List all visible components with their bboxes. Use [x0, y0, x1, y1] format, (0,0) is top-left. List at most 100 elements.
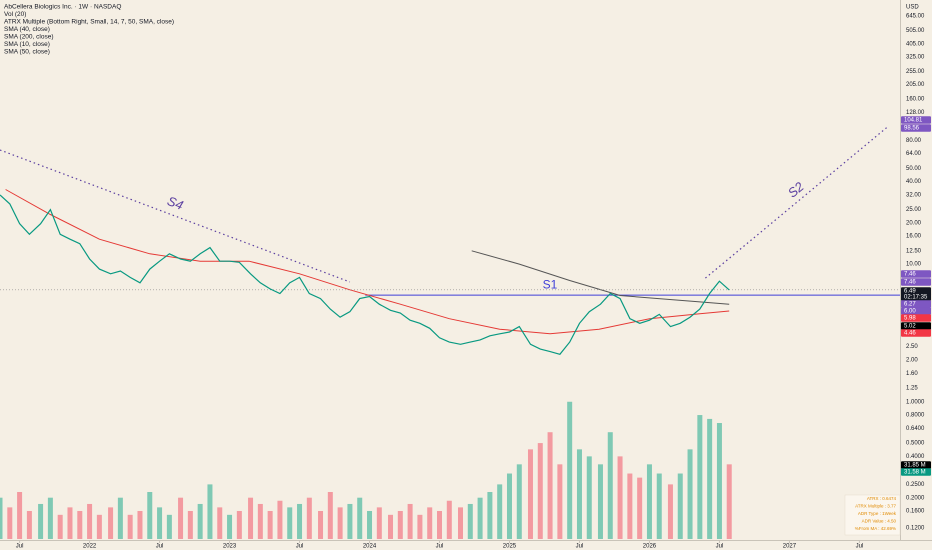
- legend-line: Vol (20): [4, 11, 26, 18]
- volume-bar: [67, 507, 73, 539]
- volume-bar: [257, 503, 263, 539]
- volume-bar: [376, 507, 382, 539]
- volume-bar: [327, 492, 333, 539]
- volume-tick-label: 0.4000: [906, 454, 925, 460]
- y-tick-label: 405.00: [906, 41, 925, 47]
- volume-bar: [516, 464, 522, 539]
- price-badge-label: 104.81: [904, 118, 923, 124]
- price-badge: [901, 300, 931, 308]
- y-tick-label: 32.00: [906, 192, 922, 198]
- volume-tick-label: 0.1600: [906, 509, 925, 515]
- legend-line: ATRX Multiple (Bottom Right, Small, 14, …: [4, 19, 174, 26]
- x-tick-label: Jul: [436, 544, 444, 550]
- volume-bar: [117, 497, 123, 539]
- trendline: [705, 126, 888, 279]
- info-row: ATRX : 0.6474: [867, 496, 897, 501]
- volume-tick-label: 0.2500: [906, 482, 925, 488]
- volume-bar: [656, 473, 662, 539]
- volume-bar: [697, 415, 703, 539]
- volume-bar: [617, 456, 623, 539]
- volume-bar: [367, 510, 373, 539]
- volume-bar: [318, 510, 324, 539]
- volume-bar: [646, 464, 652, 539]
- x-tick-label: 2027: [783, 544, 797, 550]
- volume-bar: [306, 497, 312, 539]
- volume-bar: [547, 432, 553, 539]
- volume-bar: [437, 510, 443, 539]
- volume-bar: [47, 497, 53, 539]
- price-badge-label: 02:17:35: [904, 295, 928, 301]
- x-tick-label: 2025: [503, 544, 517, 550]
- price-badge-label: 6.49: [904, 289, 916, 295]
- price-badge-label: 7.46: [904, 272, 916, 278]
- y-tick-label: 160.00: [906, 97, 925, 103]
- volume-bar: [38, 503, 44, 539]
- x-tick-label: Jul: [856, 544, 864, 550]
- y-tick-label: 10.00: [906, 262, 922, 268]
- volume-bar: [267, 510, 273, 539]
- y-tick-label: 325.00: [906, 54, 925, 60]
- trendline-label: S4: [165, 193, 185, 213]
- price-badge-label: 5.02: [904, 324, 916, 330]
- x-tick-label: Jul: [16, 544, 24, 550]
- y-tick-label: 505.00: [906, 28, 925, 34]
- volume-bar: [567, 401, 573, 539]
- y-tick-label: 25.00: [906, 207, 922, 213]
- volume-bar: [26, 510, 32, 539]
- price-badge: [901, 461, 931, 469]
- volume-tick-label: 0.6400: [906, 426, 925, 432]
- x-tick-label: 2022: [83, 544, 97, 550]
- volume-bar: [96, 514, 102, 539]
- price-badge: [901, 293, 931, 301]
- volume-bar: [227, 514, 233, 539]
- volume-bar: [127, 514, 133, 539]
- volume-bar: [586, 456, 592, 539]
- volume-bar: [197, 503, 203, 539]
- legend-line: SMA (10, close): [4, 41, 50, 48]
- x-tick-label: 2024: [363, 544, 377, 550]
- level-label: S1: [543, 277, 558, 291]
- y-tick-label: 128.00: [906, 110, 925, 116]
- volume-bar: [178, 497, 184, 539]
- volume-bar: [397, 510, 403, 539]
- volume-bar: [388, 514, 394, 539]
- volume-bar: [17, 492, 23, 539]
- x-tick-label: 2026: [643, 544, 657, 550]
- y-tick-label: 1.60: [906, 371, 918, 377]
- info-row: ADR Value : 4.50: [862, 519, 897, 524]
- price-badge: [901, 468, 931, 476]
- x-tick-label: Jul: [156, 544, 164, 550]
- y-tick-label: 645.00: [906, 14, 925, 20]
- y-tick-label: 64.00: [906, 151, 922, 157]
- currency-label: USD: [906, 5, 919, 11]
- volume-bar: [108, 507, 114, 539]
- info-row: ADR Type : 1Week: [858, 511, 897, 516]
- volume-bar: [147, 492, 153, 539]
- price-badge: [901, 270, 931, 278]
- y-tick-label: 20.00: [906, 220, 922, 226]
- volume-bar: [637, 477, 643, 539]
- volume-bar: [716, 423, 722, 539]
- volume-bar: [537, 443, 543, 539]
- volume-bar: [7, 507, 13, 539]
- volume-bar: [597, 464, 603, 539]
- volume-bar: [627, 473, 633, 539]
- price-badge: [901, 307, 931, 315]
- volume-tick-label: 0.5000: [906, 441, 925, 447]
- volume-bar: [726, 464, 732, 539]
- volume-bar: [576, 449, 582, 539]
- price-badge: [901, 116, 931, 124]
- y-tick-label: 255.00: [906, 69, 925, 75]
- y-tick-label: 80.00: [906, 138, 922, 144]
- legend-line: SMA (200, close): [4, 34, 54, 41]
- x-tick-label: Jul: [296, 544, 304, 550]
- y-tick-label: 2.50: [906, 344, 918, 350]
- volume-bar: [446, 500, 452, 539]
- y-tick-label: 12.50: [906, 248, 922, 254]
- x-tick-label: 2023: [223, 544, 237, 550]
- price-badge-label: 98.56: [904, 126, 920, 132]
- volume-bar: [166, 514, 172, 539]
- volume-bar: [607, 432, 613, 539]
